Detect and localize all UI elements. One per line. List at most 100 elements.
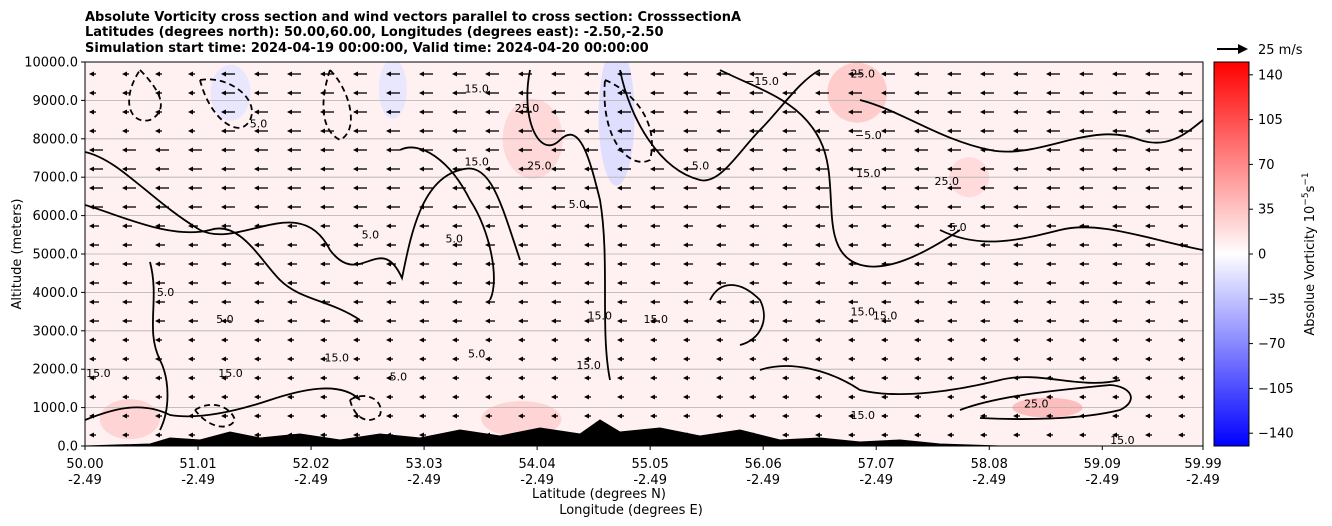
x-tick-label-lon: -2.49: [1085, 473, 1119, 488]
wind-vector: [518, 71, 532, 77]
wind-vector: [122, 356, 129, 362]
wind-vector: [716, 185, 730, 191]
wind-vector: [419, 166, 433, 172]
wind-vector: [947, 128, 961, 134]
wind-vector: [782, 223, 792, 229]
wind-vector: [89, 299, 99, 305]
wind-vector: [89, 204, 103, 210]
wind-vector: [386, 185, 400, 191]
wind-vector: [419, 394, 426, 400]
wind-vector: [155, 242, 165, 248]
wind-vector: [1178, 147, 1192, 153]
wind-vector: [716, 299, 726, 305]
wind-vector: [353, 318, 363, 324]
wind-vector: [1046, 185, 1060, 191]
wind-vector: [419, 375, 426, 381]
wind-vector: [353, 185, 367, 191]
wind-vector: [122, 71, 129, 77]
wind-vector: [1145, 128, 1159, 134]
wind-vector: [1046, 204, 1060, 210]
wind-vector: [188, 90, 195, 96]
wind-vector: [89, 394, 96, 400]
wind-vector: [1145, 394, 1152, 400]
contour-line: [859, 99, 1203, 153]
wind-vector: [419, 71, 433, 77]
wind-vector: [881, 432, 888, 438]
wind-vector: [914, 432, 921, 438]
wind-vector: [89, 375, 96, 381]
wind-vector: [320, 242, 330, 248]
wind-vector: [716, 394, 723, 400]
contour-labels: 15.05.05.015.05.015.05.05.05.015.015.05.…: [86, 67, 1134, 446]
wind-vector: [947, 109, 961, 115]
wind-vector: [1046, 71, 1060, 77]
wind-vector: [353, 90, 367, 96]
x-tick-label-lat: 57.07: [858, 457, 895, 472]
wind-vector: [617, 166, 631, 172]
y-tick-label: 1000.0: [33, 401, 79, 416]
wind-vector: [848, 166, 862, 172]
negative-contour-line: [194, 403, 236, 428]
wind-vector: [1046, 299, 1056, 305]
wind-vector: [947, 375, 954, 381]
contour-lines: [85, 69, 1203, 431]
wind-vector: [320, 71, 334, 77]
x-tick-label-lat: 51.01: [179, 457, 216, 472]
wind-vector: [287, 185, 301, 191]
wind-vector: [881, 223, 891, 229]
wind-vector: [155, 375, 162, 381]
wind-vector: [815, 185, 829, 191]
wind-vector: [914, 318, 924, 324]
wind-vector: [749, 71, 763, 77]
wind-vector: [551, 280, 561, 286]
wind-vector: [1013, 280, 1023, 286]
y-tick-label: 0.0: [57, 440, 78, 455]
wind-vector: [551, 128, 565, 134]
contour-label: 5.0: [446, 232, 464, 245]
wind-vector: [848, 413, 855, 419]
wind-vector: [980, 432, 987, 438]
contour-label: 5.0: [569, 198, 587, 211]
wind-vector: [683, 318, 693, 324]
wind-vector: [122, 90, 129, 96]
wind-vector: [1079, 356, 1086, 362]
wind-vector: [881, 318, 891, 324]
wind-vector: [155, 90, 162, 96]
colorbar-tick-label: 0: [1258, 248, 1266, 263]
wind-vector: [122, 318, 132, 324]
wind-vector: [1079, 71, 1093, 77]
wind-vector: [551, 394, 558, 400]
wind-vector: [1112, 432, 1119, 438]
wind-vector: [452, 356, 459, 362]
wind-vector: [782, 71, 796, 77]
wind-vector: [188, 166, 202, 172]
colorbar: 140 105 70 35 0 −35 −70 −105 −140 Absolue Vortic…: [1213, 61, 1318, 447]
wind-vector: [254, 261, 264, 267]
wind-vector: [386, 223, 396, 229]
wind-vector: [518, 109, 532, 115]
wind-vector: [155, 185, 169, 191]
wind-vector: [221, 318, 231, 324]
contour-label: 15.0: [856, 167, 881, 180]
wind-vector: [1013, 242, 1023, 248]
wind-vector: [848, 71, 862, 77]
wind-vector: [650, 318, 660, 324]
wind-vector: [254, 71, 268, 77]
contour-label: 5.0: [362, 229, 380, 242]
wind-vector: [254, 147, 268, 153]
wind-vector: [1145, 204, 1159, 210]
wind-vector: [782, 204, 796, 210]
wind-vector: [650, 128, 664, 134]
wind-vector: [716, 356, 723, 362]
wind-vector: [320, 356, 327, 362]
wind-vector: [1046, 413, 1053, 419]
wind-vector: [452, 337, 459, 343]
wind-vector: [122, 166, 136, 172]
wind-vector: [221, 394, 228, 400]
wind-vector: [617, 356, 624, 362]
wind-vector: [749, 128, 763, 134]
wind-vector: [386, 318, 396, 324]
wind-vector: [1112, 204, 1126, 210]
wind-vector: [287, 337, 294, 343]
wind-vector: [221, 185, 235, 191]
